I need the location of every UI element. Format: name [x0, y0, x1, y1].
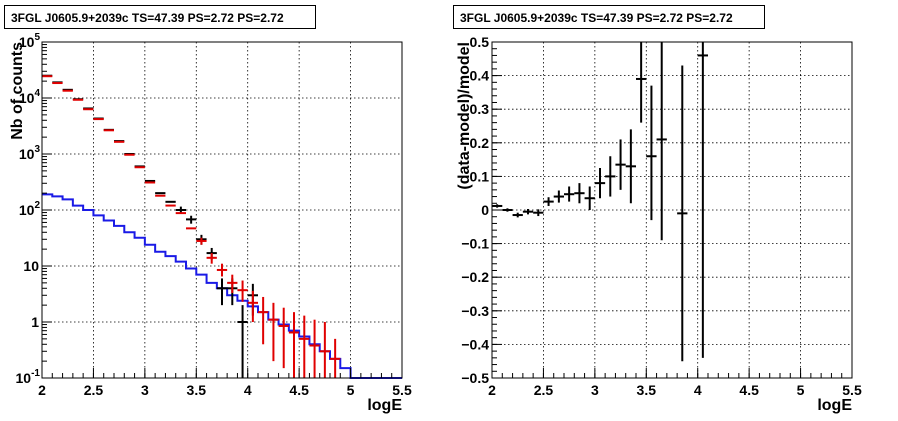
x-tick-label: 5: [797, 382, 805, 398]
y-tick-label: 0.4: [470, 68, 490, 84]
y-tick-label: 0.5: [470, 34, 490, 50]
x-tick-label: 5: [347, 382, 355, 398]
x-tick-label: 3.5: [637, 382, 657, 398]
y-tick-label: 105: [19, 32, 41, 50]
y-tick-label: −0.5: [461, 370, 489, 386]
y-tick-label: −0.3: [461, 303, 489, 319]
x-axis-title: logE: [817, 397, 852, 414]
x-tick-label: 4.5: [739, 382, 759, 398]
y-tick-label: 104: [19, 88, 41, 106]
y-tick-label: 102: [19, 200, 41, 218]
x-tick-label: 3.5: [187, 382, 207, 398]
y-tick-label: 10-1: [16, 368, 41, 386]
y-axis-title: (data-model)/model: [456, 42, 473, 190]
x-axis-title: logE: [367, 397, 402, 414]
y-tick-label: 0.3: [470, 101, 490, 117]
x-tick-label: 4.5: [289, 382, 309, 398]
y-tick-label: −0.4: [461, 336, 489, 352]
y-tick-label: −0.1: [461, 236, 489, 252]
x-tick-label: 4: [244, 382, 252, 398]
counts-panel-title: 3FGL J0605.9+2039c TS=47.39 PS=2.72 PS=2…: [4, 5, 316, 29]
residuals-panel-title: 3FGL J0605.9+2039c TS=47.39 PS=2.72 PS=2…: [453, 5, 765, 29]
y-tick-label: 103: [19, 144, 41, 162]
y-tick-label: 10: [23, 258, 39, 274]
x-tick-label: 3: [141, 382, 149, 398]
counts-panel: 2 2.5 3 3.5 4 4.5 5 5.5 10-1 1 10 102 103 104 105 logE N…: [9, 32, 412, 414]
x-tick-label: 3: [591, 382, 599, 398]
residuals-panel: 2 2.5 3 3.5 4 4.5 5 5.5 −0.5 −0.4 −0.3 −0.2 −0.1 0 0.1…: [456, 34, 862, 414]
x-tick-label: 5.5: [392, 382, 412, 398]
y-tick-label: 0: [481, 202, 489, 218]
y-tick-label: 0.2: [470, 135, 490, 151]
y-axis-title: Nb of counts: [9, 42, 26, 140]
x-tick-label: 4: [694, 382, 702, 398]
y-tick-label: −0.2: [461, 269, 489, 285]
x-tick-label: 2.5: [84, 382, 104, 398]
y-tick-label: 1: [31, 314, 39, 330]
x-tick-label: 2: [38, 382, 46, 398]
x-tick-label: 2.5: [534, 382, 554, 398]
y-tick-label: 0.1: [470, 168, 490, 184]
x-tick-label: 5.5: [842, 382, 862, 398]
x-tick-label: 2: [488, 382, 496, 398]
